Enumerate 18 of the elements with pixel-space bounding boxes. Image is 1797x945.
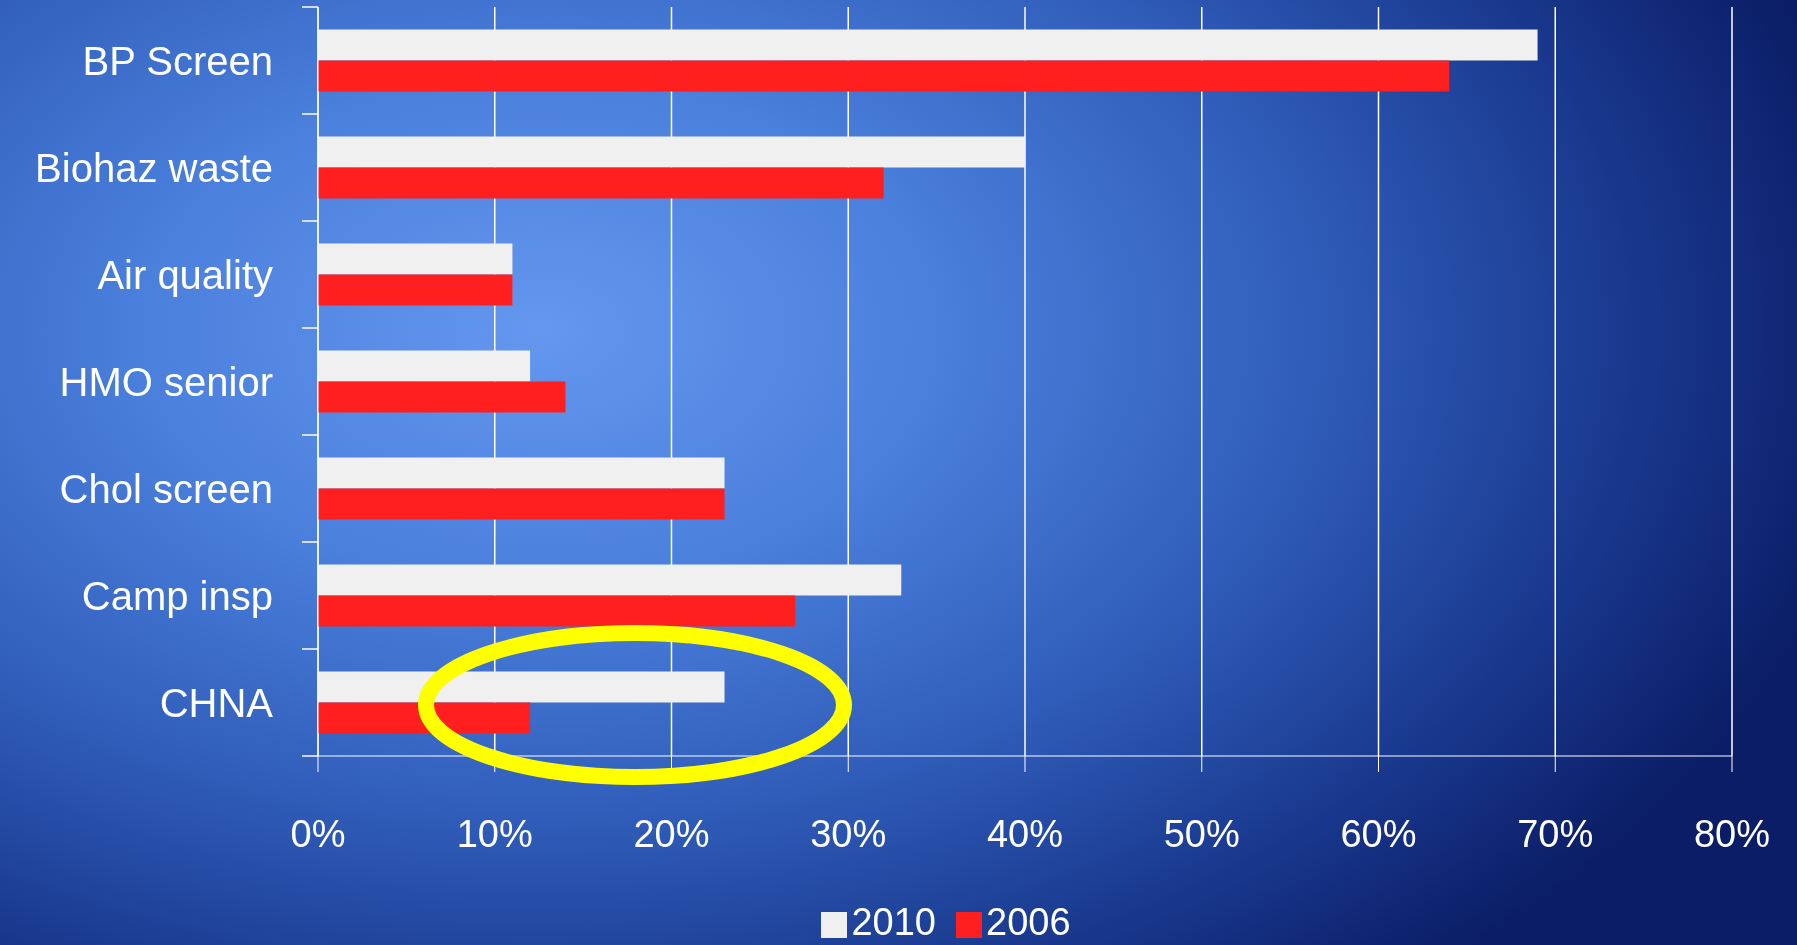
x-tick-label: 50%: [1163, 812, 1240, 855]
x-tick-label: 70%: [1517, 812, 1594, 855]
y-tick-label: Biohaz waste: [35, 145, 273, 190]
x-tick-label: 20%: [633, 812, 710, 855]
y-tick-label: Camp insp: [81, 573, 273, 618]
x-tick-label: 40%: [986, 812, 1064, 855]
x-tick-label: 0%: [290, 812, 346, 855]
y-tick-label: Chol screen: [59, 466, 273, 511]
x-tick-label: 60%: [1340, 812, 1417, 855]
legend-label: 2010: [851, 901, 936, 943]
x-tick-label: 80%: [1693, 812, 1771, 855]
x-tick-label: 30%: [810, 812, 887, 855]
legend-label: 2006: [986, 901, 1071, 943]
y-tick-label: Air quality: [97, 252, 273, 297]
y-tick-label: CHNA: [159, 680, 274, 725]
y-tick-label: HMO senior: [59, 359, 273, 404]
y-tick-label: BP Screen: [82, 38, 273, 83]
x-tick-label: 10%: [456, 812, 533, 855]
